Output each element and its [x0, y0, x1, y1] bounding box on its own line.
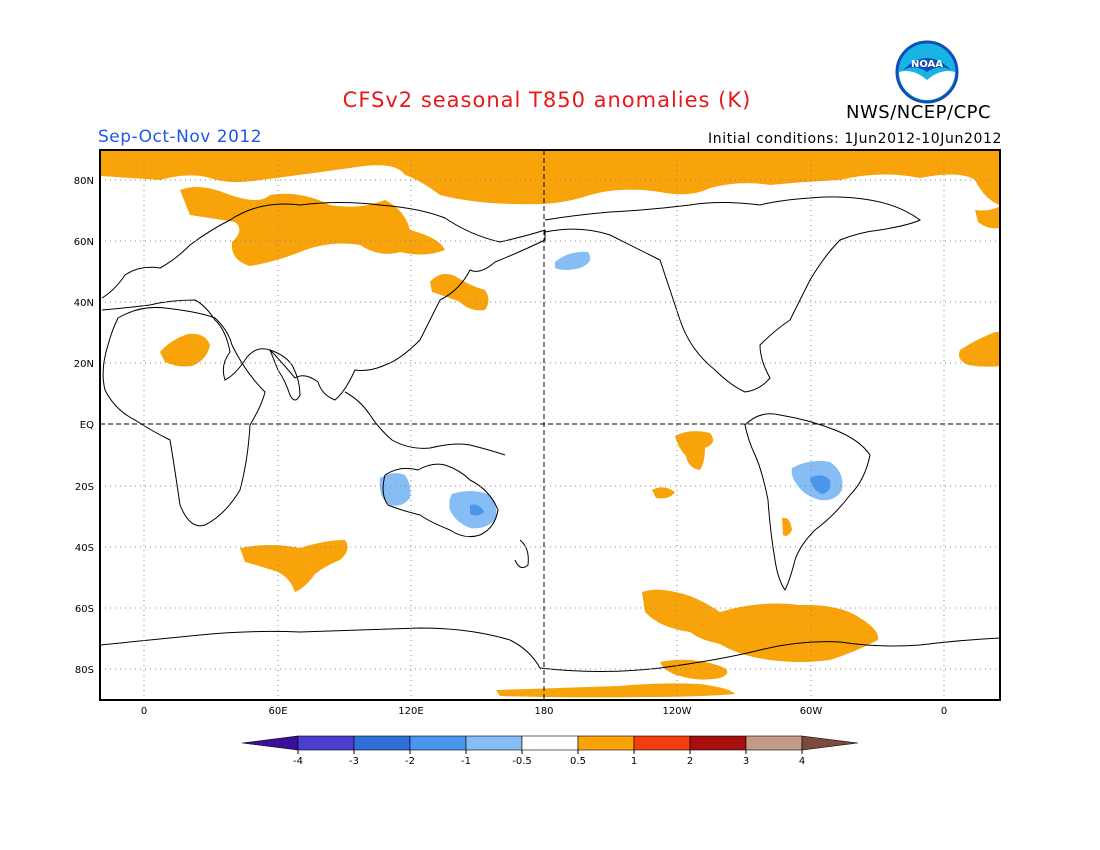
colorbar-segment: [465, 735, 523, 751]
coast-india: [269, 349, 301, 401]
coast-antarctica: [100, 627, 1000, 672]
lat-label: 80N: [74, 176, 94, 187]
lat-label: 60N: [74, 237, 94, 248]
initial-conditions-label: Initial conditions: 1Jun2012-10Jun2012: [708, 131, 1002, 147]
warm-anomaly-central-pacific-a: [675, 431, 714, 470]
colorbar: -4 -3 -2 -1 -0.5 0.5 1 2 3 4: [241, 735, 859, 767]
colorbar-segment: [633, 735, 691, 751]
warm-anomaly-southern-pacific: [642, 589, 879, 662]
warm-anomaly-north-atlantic: [975, 206, 1000, 229]
warm-anomaly-sahara: [160, 333, 210, 367]
lon-label: 0: [141, 706, 147, 717]
warm-anomaly-siberia: [180, 186, 445, 266]
lon-label: 60W: [800, 706, 823, 717]
warm-anomaly-antarctic-ross: [660, 659, 728, 680]
colorbar-tick-label: -2: [405, 756, 415, 767]
season-label: Sep-Oct-Nov 2012: [98, 127, 263, 147]
colorbar-segment: [297, 735, 355, 751]
colorbar-tick-label: 4: [799, 756, 805, 767]
colorbar-tick-label: -3: [349, 756, 359, 767]
map-frame: [99, 149, 1001, 701]
lat-labels: 80N 60N 40N 20N EQ 20S 40S 60S 80S: [74, 176, 94, 676]
colorbar-tick-label: -0.5: [512, 756, 532, 767]
lon-label: 120E: [398, 706, 423, 717]
cool-anomaly-brazil-core: [810, 475, 831, 494]
colorbar-segment: [521, 735, 579, 751]
colorbar-segment: [353, 735, 411, 751]
warm-anomaly-layer: [100, 150, 1000, 698]
colorbar-segment: [745, 735, 803, 751]
noaa-logo-text: NOAA: [911, 59, 943, 70]
coast-australia: [382, 463, 499, 538]
lon-labels: 0 60E 120E 180 120W 60W 0: [141, 706, 947, 717]
colorbar-tick-label: -4: [293, 756, 303, 767]
cool-anomaly-west-australia: [379, 473, 411, 506]
noaa-logo: NOAA: [895, 40, 959, 104]
lat-label: 80S: [75, 665, 94, 676]
colorbar-segment: [241, 735, 299, 751]
cool-anomaly-east-australia-core: [470, 504, 484, 516]
lon-label: 60E: [268, 706, 287, 717]
warm-anomaly-japan: [430, 274, 489, 311]
reference-lines: [100, 150, 1000, 700]
warm-anomaly-arctic: [100, 150, 1000, 205]
lat-label: 20N: [74, 359, 94, 370]
graticule: [100, 150, 1000, 700]
colorbar-tick-label: 2: [687, 756, 693, 767]
warm-anomaly-indian-ocean: [240, 540, 348, 592]
cool-anomaly-layer: [379, 251, 843, 529]
lat-label: 40N: [74, 298, 94, 309]
coastline-layer: [100, 196, 1000, 672]
lat-label: 40S: [75, 543, 94, 554]
colorbar-segment: [689, 735, 747, 751]
colorbar-segment: [577, 735, 635, 751]
lat-label: 60S: [75, 604, 94, 615]
coast-africa: [102, 307, 266, 527]
coast-southeast-asia: [344, 391, 506, 456]
cool-anomaly-alaska: [555, 251, 591, 270]
colorbar-tick-label: 3: [743, 756, 749, 767]
coast-europe-asia: [101, 202, 546, 401]
colorbar-tick-label: 0.5: [570, 756, 586, 767]
warm-anomaly-chile: [782, 517, 792, 536]
chart-title: CFSv2 seasonal T850 anomalies (K): [342, 88, 752, 112]
coast-north-america: [544, 196, 921, 393]
coast-new-zealand: [514, 539, 529, 569]
warm-anomaly-arabia-east: [959, 332, 1000, 367]
lat-label: 20S: [75, 482, 94, 493]
lon-label: 120W: [663, 706, 692, 717]
colorbar-tick-label: -1: [461, 756, 471, 767]
lon-label: 0: [941, 706, 947, 717]
colorbar-tick-label: 1: [631, 756, 637, 767]
warm-anomaly-antarctic-coast: [496, 683, 735, 698]
colorbar-segment: [801, 735, 859, 751]
coast-south-america: [744, 413, 871, 591]
warm-anomaly-central-pacific-b: [652, 487, 675, 499]
lon-label: 180: [534, 706, 553, 717]
colorbar-segment: [409, 735, 467, 751]
lat-label: EQ: [80, 420, 94, 431]
agency-label: NWS/NCEP/CPC: [846, 102, 992, 123]
